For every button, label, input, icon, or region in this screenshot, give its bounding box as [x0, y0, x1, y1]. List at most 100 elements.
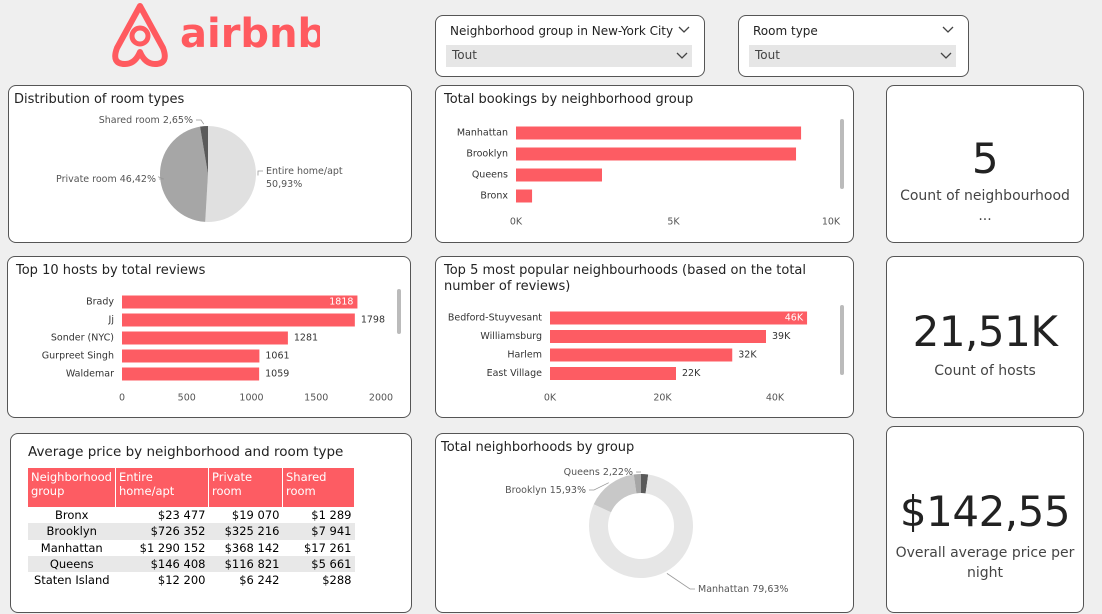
- logo-icon: [112, 3, 168, 67]
- x-tick-label: 1000: [239, 393, 263, 404]
- leader-line: [196, 119, 205, 125]
- table-cell: Brooklyn: [28, 523, 116, 540]
- scrollbar[interactable]: [397, 289, 401, 334]
- chart-panel: 0 500 1000 1500 2000 Brady 1818 Jj 1798 Sonder (N…: [7, 256, 411, 418]
- table-cell: $19 070: [231, 508, 280, 523]
- kpi-label: Overall average price per night: [895, 545, 1075, 581]
- table-title: Average price by neighborhood and room t…: [28, 444, 344, 460]
- filter-dropdown[interactable]: Tout: [446, 45, 692, 67]
- slice: [159, 126, 208, 222]
- filter-value: Tout: [452, 48, 477, 62]
- slice-category: Shared room: [99, 115, 160, 126]
- table-cell: $116 821: [208, 555, 283, 573]
- data-label: 39K: [772, 331, 791, 342]
- category-label: Waldemar: [66, 369, 114, 380]
- kpi-card: 21,51K Count of hosts: [886, 256, 1084, 418]
- price-table: Neighborhood group Entire home/apt Priva…: [28, 468, 356, 588]
- chart: Manhattan 79,63% Brooklyn 15,93% Queens 2,…: [505, 467, 788, 595]
- table-cell: $12 200: [157, 573, 206, 588]
- category-label: Jj: [108, 315, 114, 326]
- filter-dropdown[interactable]: Tout: [749, 45, 956, 67]
- kpi-card: 5 Count of neighbourhood ...: [886, 85, 1084, 243]
- data-label: 1818: [329, 297, 353, 308]
- table-cell: $146 408: [115, 555, 209, 573]
- chart-panel: Entire home/apt 50,93% Private room 46,42%…: [8, 85, 412, 243]
- table-cell: Bronx: [54, 508, 89, 523]
- column-header: Shared room: [282, 468, 356, 507]
- kpi-value: $142,55: [899, 487, 1071, 536]
- logo-text: airbnb: [180, 11, 320, 57]
- data-label: 22K: [682, 368, 701, 379]
- chevron: [678, 26, 690, 33]
- logo-icon-inner: [129, 25, 151, 47]
- slice: [589, 474, 693, 578]
- leader-line: [257, 170, 263, 176]
- slice-category: Manhattan: [698, 584, 749, 595]
- chart: 0K 20K 40K Bedford-Stuyvesant 46K Williamsbur…: [448, 311, 808, 404]
- slice-value: 46,42%: [120, 174, 156, 185]
- slice-label: Queens 2,22%: [564, 467, 633, 478]
- chart: 0 500 1000 1500 2000 Brady 1818 Jj 1798 Sonder (N…: [42, 295, 393, 404]
- bar: [550, 348, 733, 362]
- chart-panel: Manhattan 79,63% Brooklyn 15,93% Queens 2,…: [435, 433, 854, 613]
- table-cell: Staten Island: [33, 573, 110, 588]
- bar: [516, 126, 802, 140]
- chart-title: Total neighborhoods by group: [441, 440, 635, 455]
- category-label: Bronx: [480, 191, 508, 202]
- bar: [550, 311, 808, 325]
- slice-value: 79,63%: [752, 584, 788, 595]
- filter-value: Tout: [755, 48, 780, 62]
- slice-category: Brooklyn: [505, 485, 547, 496]
- leader-line: [589, 482, 609, 491]
- x-tick-label: 1500: [304, 393, 328, 404]
- chevron: [942, 26, 954, 33]
- chart: Entire home/apt 50,93% Private room 46,42%…: [56, 115, 343, 222]
- data-label: 1059: [265, 369, 289, 380]
- slice: [205, 126, 257, 222]
- data-label: 1281: [294, 333, 318, 344]
- bar: [122, 295, 358, 309]
- bar: [122, 349, 260, 363]
- kpi-label: Count of neighbourhood ...: [900, 188, 1070, 224]
- category-label: Harlem: [507, 350, 542, 361]
- x-tick-label: 20K: [653, 393, 672, 404]
- slice-value: 2,65%: [163, 115, 193, 126]
- table-panel: Average price by neighborhood and room t…: [10, 433, 412, 613]
- bar: [516, 147, 797, 161]
- category-label: Gurpreet Singh: [42, 351, 114, 362]
- category-label: Queens: [472, 170, 508, 181]
- chart-title: Top 10 hosts by total reviews: [16, 263, 206, 278]
- kpi-card: $142,55 Overall average price per night: [886, 426, 1084, 613]
- scrollbar[interactable]: [840, 305, 844, 375]
- filter[interactable]: Neighborhood group in New-York City Tout: [435, 15, 705, 77]
- filter-label: Room type: [753, 24, 818, 38]
- table-row: Bronx $23 477 $19 070 $1 289: [28, 507, 355, 523]
- data-label: 32K: [738, 350, 757, 361]
- data-label: 1798: [361, 315, 385, 326]
- chevron: [676, 52, 688, 59]
- slice: [200, 126, 208, 174]
- table-header: Neighborhood group Entire home/apt Priva…: [28, 468, 356, 507]
- data-label: 46K: [785, 313, 804, 324]
- scrollbar[interactable]: [840, 119, 844, 189]
- chart: 0K 5K 10K Manhattan Brooklyn Queens Bronx: [457, 126, 841, 228]
- filter[interactable]: Room type Tout: [738, 15, 969, 77]
- bar: [122, 367, 260, 381]
- x-tick-label: 500: [178, 393, 196, 404]
- category-label: Brady: [86, 297, 114, 308]
- x-tick-label: 0K: [510, 217, 523, 228]
- bar: [122, 331, 288, 345]
- x-tick-label: 0K: [544, 393, 557, 404]
- slice: [633, 474, 641, 494]
- slice-value: 50,93%: [266, 179, 302, 190]
- kpi-label: Count of hosts: [934, 363, 1036, 379]
- slice-value: 2,22%: [603, 467, 633, 478]
- table-cell: $368 142: [224, 540, 280, 555]
- bar: [516, 189, 533, 203]
- x-tick-label: 40K: [766, 393, 785, 404]
- bar: [122, 313, 355, 327]
- slice: [641, 474, 649, 494]
- leader-line: [666, 573, 695, 590]
- slice-label: Shared room 2,65%: [99, 115, 193, 126]
